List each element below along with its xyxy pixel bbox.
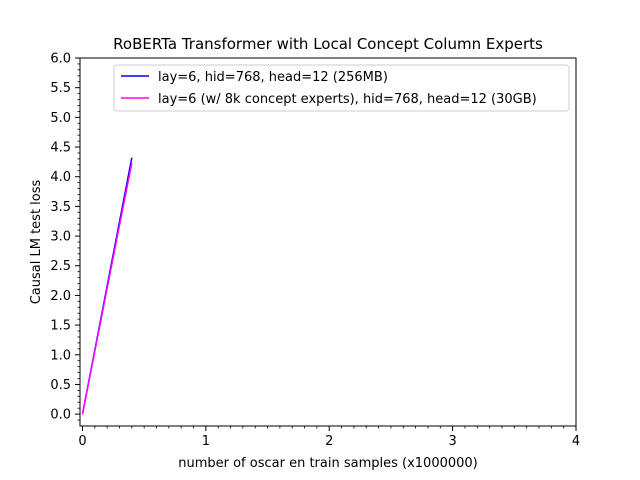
legend: lay=6, hid=768, head=12 (256MB) lay=6 (w… bbox=[113, 64, 570, 112]
x-tick-label-3: 3 bbox=[448, 434, 456, 449]
legend-label-series-1: lay=6, hid=768, head=12 (256MB) bbox=[158, 70, 388, 85]
y-tick-label-10: 5.0 bbox=[50, 111, 71, 126]
y-tick-label-9: 4.5 bbox=[50, 141, 71, 156]
series-layer bbox=[81, 157, 133, 415]
x-axis-label: number of oscar en train samples (x10000… bbox=[178, 456, 478, 471]
y-tick-label-3: 1.5 bbox=[50, 319, 71, 334]
legend-label-series-2: lay=6 (w/ 8k concept experts), hid=768, … bbox=[158, 92, 537, 107]
x-tick-label-0: 0 bbox=[78, 434, 86, 449]
y-tick-label-1: 0.5 bbox=[50, 378, 71, 393]
x-axis: 0 1 2 3 4 bbox=[78, 426, 580, 449]
x-tick-label-2: 2 bbox=[325, 434, 333, 449]
y-tick-label-5: 2.5 bbox=[50, 259, 71, 274]
y-tick-label-11: 5.5 bbox=[50, 81, 71, 96]
y-tick-label-4: 2.0 bbox=[50, 289, 71, 304]
y-tick-label-6: 3.0 bbox=[50, 230, 71, 245]
chart-title: RoBERTa Transformer with Local Concept C… bbox=[113, 35, 543, 53]
y-tick-label-12: 6.0 bbox=[50, 52, 71, 67]
series-line-2 bbox=[81, 162, 133, 415]
x-tick-label-4: 4 bbox=[572, 434, 580, 449]
y-tick-label-8: 4.0 bbox=[50, 170, 71, 185]
y-tick-label-0: 0.0 bbox=[50, 408, 71, 423]
y-axis: 0.0 0.5 1.0 1.5 2.0 2.5 3.0 3.5 4.0 4.5 5.0 5.5 6.0 bbox=[50, 52, 80, 423]
y-axis-label: Causal LM test loss bbox=[29, 179, 44, 304]
y-tick-label-2: 1.0 bbox=[50, 348, 71, 363]
legend-box bbox=[113, 64, 570, 112]
x-tick-label-1: 1 bbox=[202, 434, 210, 449]
y-tick-label-7: 3.5 bbox=[50, 200, 71, 215]
